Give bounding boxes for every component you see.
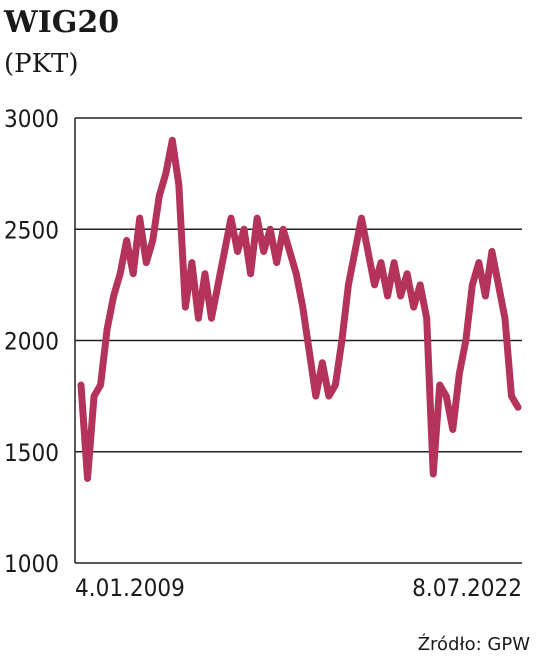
y-tick-label: 2000 [4, 328, 59, 356]
chart-title: WIG20 [3, 5, 119, 40]
source: Źródło: GPW [418, 633, 530, 655]
line [77, 136, 522, 482]
chart-subtitle: (PKT) [4, 49, 79, 79]
y-tick-label: 3000 [4, 105, 59, 133]
y-tick-label: 1500 [4, 439, 59, 467]
x-tick-label: 8.07.2022 [412, 574, 522, 602]
y-tick-label: 1000 [4, 550, 59, 578]
y-tick-label: 2500 [4, 216, 59, 244]
x-tick-label: 4.01.2009 [75, 574, 185, 602]
